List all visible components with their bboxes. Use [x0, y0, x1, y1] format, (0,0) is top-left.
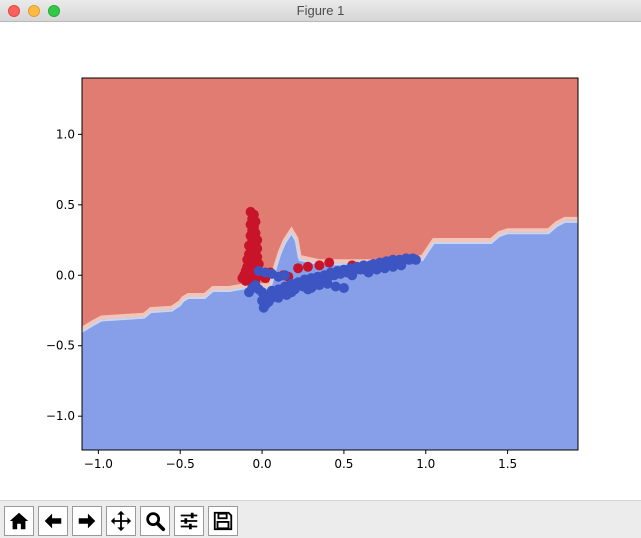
figure-canvas[interactable]: −1.0 −0.5 0.0 0.5 1.0 1.5 1.0 0.5 0.0 −0.5 −1.0 — [0, 22, 641, 500]
decision-boundary-lower-edge — [81, 220, 578, 333]
x-tick-label: 0.0 — [253, 457, 272, 471]
save-button[interactable] — [208, 506, 238, 536]
y-tick-label: 0.0 — [56, 268, 75, 282]
forward-button[interactable] — [72, 506, 102, 536]
decision-boundary — [80, 216, 578, 331]
scatter-point-series-1 — [363, 267, 374, 278]
navigation-toolbar — [0, 500, 641, 538]
arrow-left-icon — [44, 513, 62, 529]
scatter-point-series-1 — [309, 280, 320, 291]
y-tick-label: −1.0 — [46, 409, 75, 423]
scatter-point-series-1 — [338, 283, 349, 293]
x-tick-label: 1.5 — [498, 457, 517, 471]
maximize-window-button[interactable] — [48, 5, 60, 17]
scatter-point-series-1 — [410, 254, 421, 265]
y-tick-label: −0.5 — [46, 339, 75, 353]
scatter-point-series-0 — [293, 263, 304, 274]
lower-class-region — [82, 218, 578, 450]
x-tick-label: 0.5 — [334, 457, 353, 471]
scatter-point-series-1 — [330, 281, 341, 292]
back-button[interactable] — [38, 506, 68, 536]
home-icon — [9, 512, 29, 530]
sliders-icon — [180, 512, 198, 530]
window-title: Figure 1 — [296, 3, 345, 18]
move-icon — [110, 510, 132, 532]
scatter-point-series-1 — [319, 275, 330, 286]
x-tick-label: −1.0 — [84, 457, 113, 471]
home-button[interactable] — [4, 506, 34, 536]
window-titlebar: Figure 1 — [0, 0, 641, 22]
close-window-button[interactable] — [8, 5, 20, 17]
decision-regions — [80, 78, 578, 450]
x-axis: −1.0 −0.5 0.0 0.5 1.0 1.5 — [84, 450, 517, 471]
scatter-points — [237, 206, 421, 313]
configure-subplots-button[interactable] — [174, 506, 204, 536]
arrow-right-icon — [78, 513, 96, 529]
scatter-point-series-1 — [388, 261, 398, 272]
y-tick-label: 1.0 — [56, 127, 75, 141]
x-tick-label: −0.5 — [166, 457, 195, 471]
scatter-point-series-1 — [273, 292, 284, 303]
scatter-point-series-1 — [280, 270, 290, 281]
plot-svg[interactable]: −1.0 −0.5 0.0 0.5 1.0 1.5 1.0 0.5 0.0 −0.5 −1.0 — [0, 22, 641, 500]
scatter-point-series-1 — [286, 287, 297, 298]
x-tick-label: 1.0 — [416, 457, 435, 471]
y-tick-label: 0.5 — [56, 198, 75, 212]
scatter-point-series-1 — [266, 285, 277, 296]
floppy-disk-icon — [213, 511, 233, 531]
scatter-point-series-1 — [371, 264, 382, 275]
scatter-point-series-0 — [314, 260, 325, 271]
scatter-point-series-0 — [324, 257, 335, 268]
scatter-point-series-0 — [302, 261, 313, 272]
y-axis: 1.0 0.5 0.0 −0.5 −1.0 — [46, 127, 82, 423]
zoom-button[interactable] — [140, 506, 170, 536]
scatter-point-series-1 — [347, 270, 358, 281]
magnifier-icon — [146, 512, 166, 532]
pan-button[interactable] — [106, 506, 136, 536]
minimize-window-button[interactable] — [28, 5, 40, 17]
scatter-point-series-1 — [396, 260, 407, 271]
plot-frame — [81, 77, 579, 451]
scatter-point-series-1 — [379, 263, 390, 274]
